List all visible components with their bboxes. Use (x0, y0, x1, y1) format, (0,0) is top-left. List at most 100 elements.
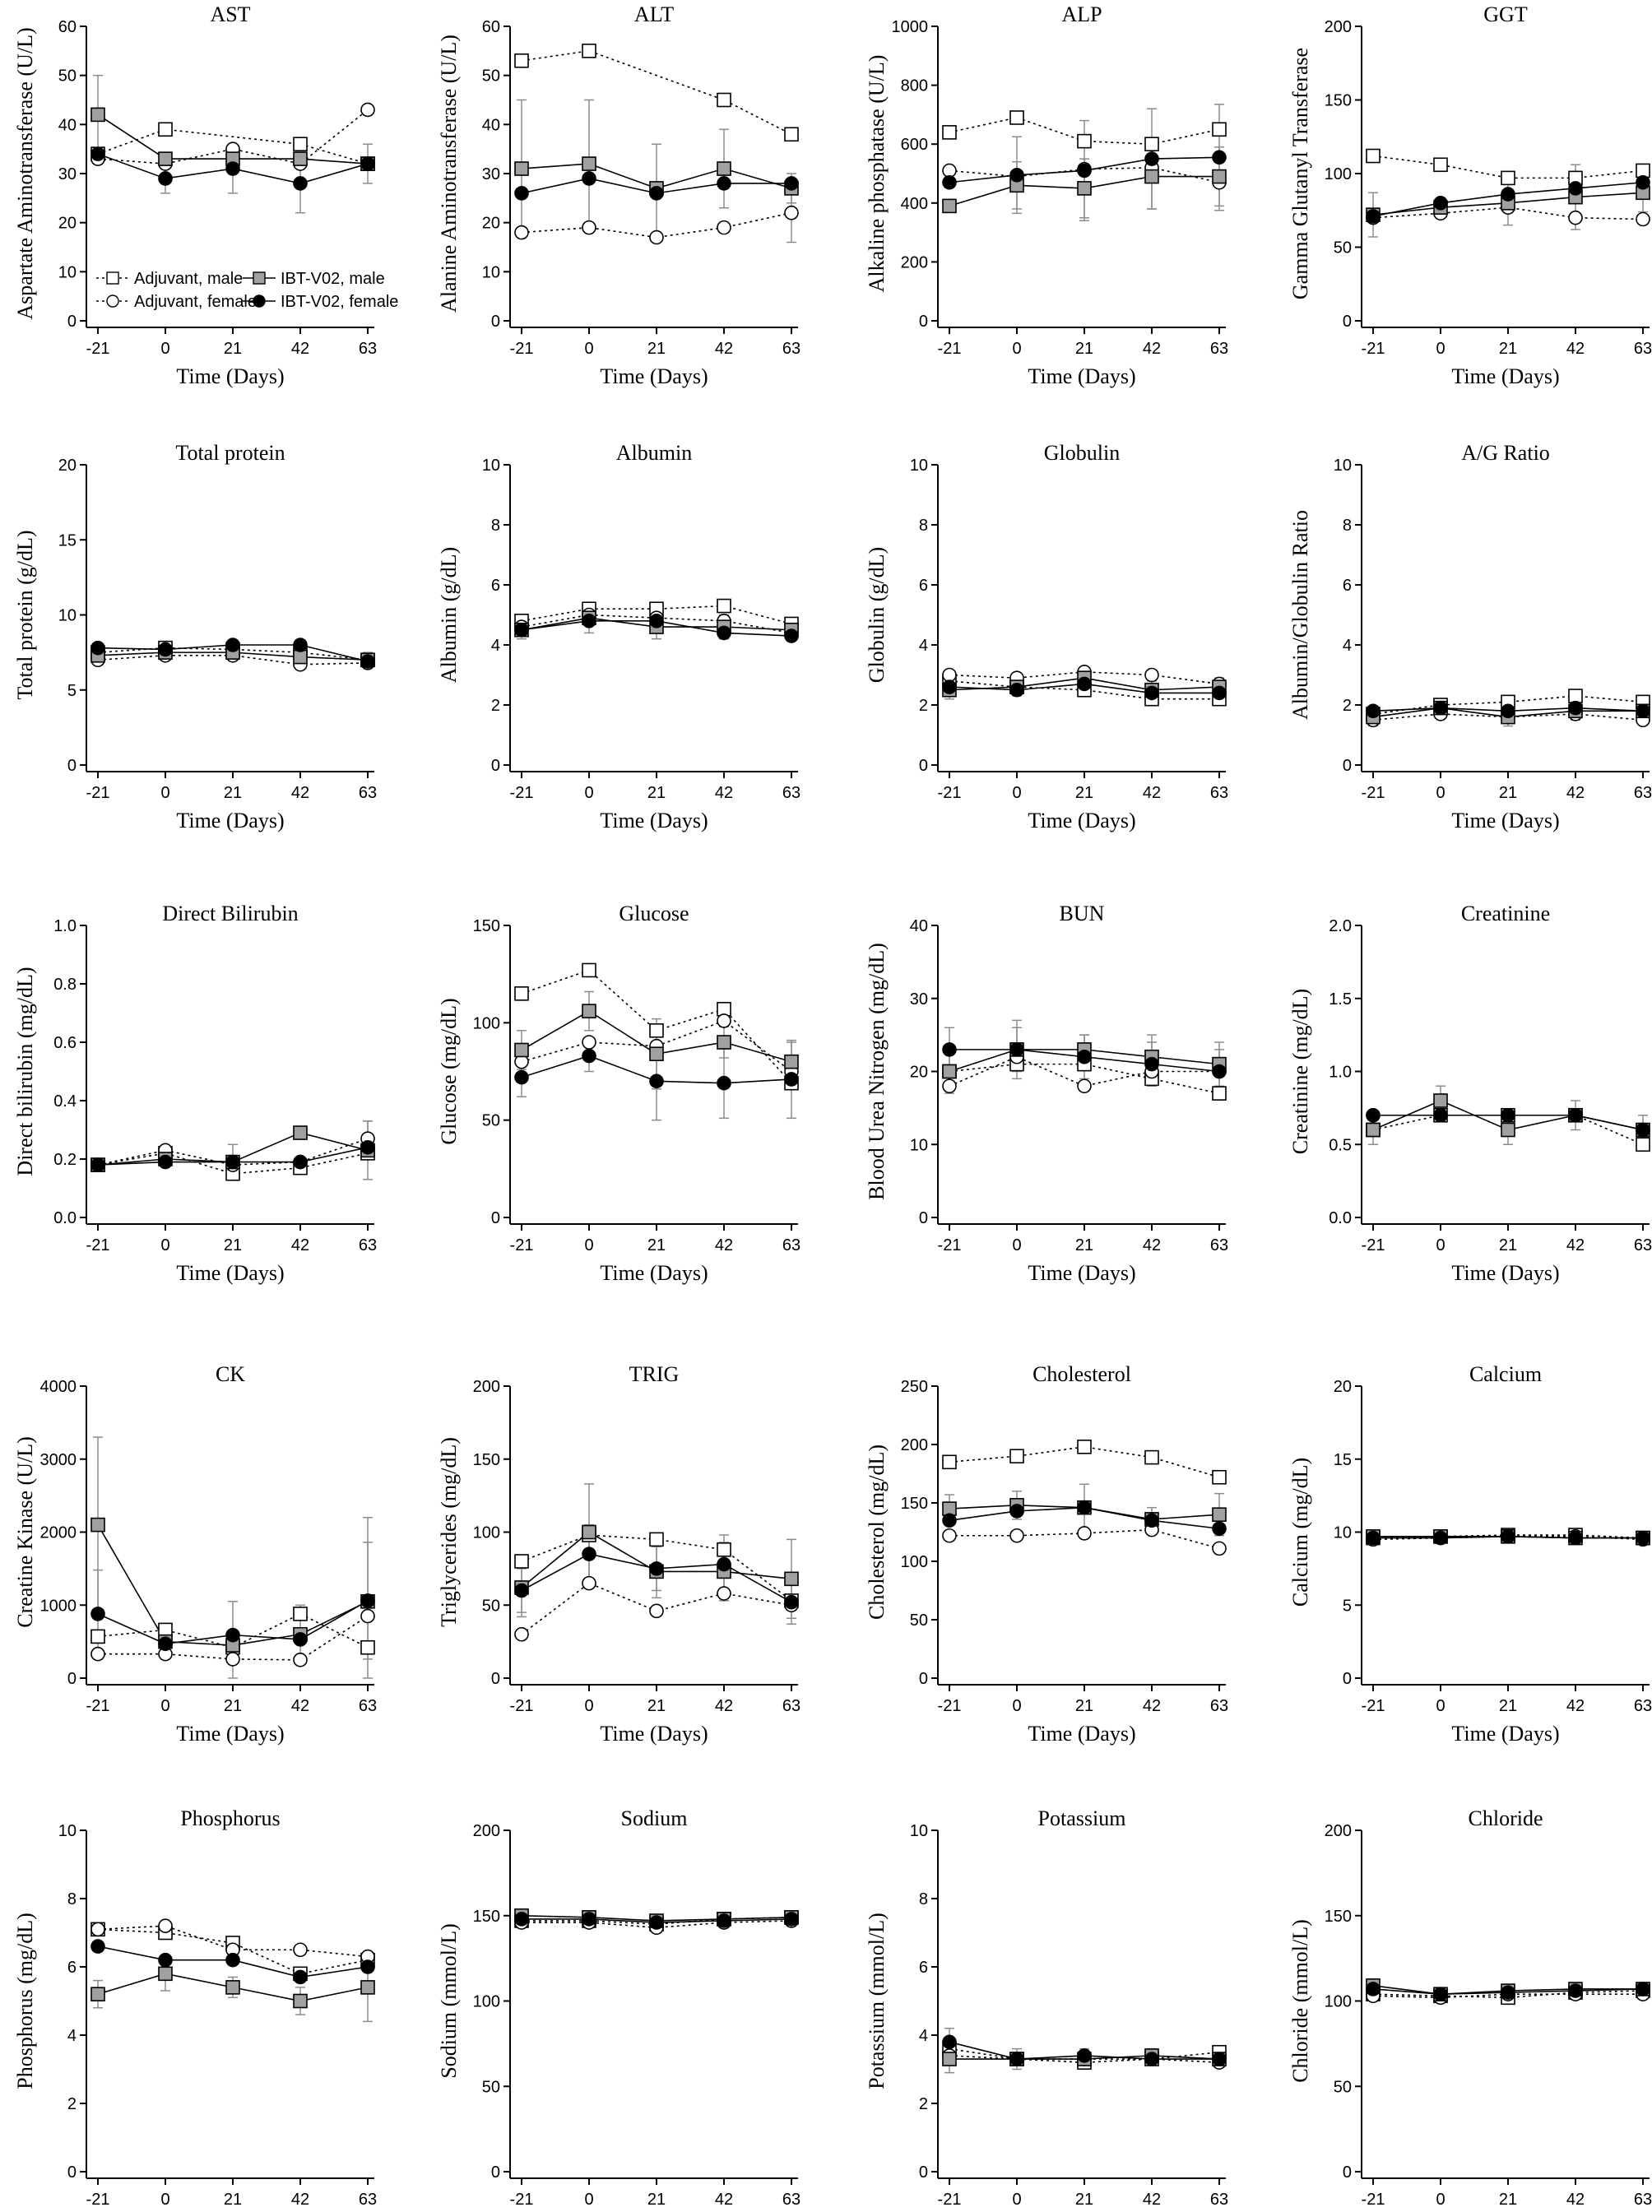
data-point-if (225, 1952, 240, 1968)
data-point-if (293, 1632, 308, 1647)
data-point-if (1212, 150, 1227, 165)
y-tick-label: 2 (919, 697, 928, 715)
data-point-if (1009, 2052, 1024, 2066)
y-tick-label: 3000 (40, 1451, 77, 1469)
data-point-if (1212, 685, 1227, 701)
panel-title: Calcium (1469, 1362, 1542, 1386)
x-tick-label: 63 (782, 784, 800, 802)
data-point-if (717, 1556, 731, 1572)
y-tick-label: 0 (491, 313, 500, 331)
x-tick-label: 21 (1499, 340, 1517, 358)
y-tick-label: 10 (910, 1822, 928, 1840)
series-line-af (949, 671, 1220, 685)
data-point-if (1144, 685, 1159, 701)
data-point-if (784, 628, 799, 643)
panel-title: Phosphorus (180, 1806, 280, 1830)
data-point-am (649, 1532, 664, 1547)
data-point-if (784, 1072, 799, 1087)
x-tick-label: 21 (647, 784, 666, 802)
x-tick-label: 42 (1143, 1697, 1161, 1715)
legend-marker-af (106, 294, 119, 308)
y-tick-label: 50 (58, 67, 77, 86)
data-point-af (717, 220, 731, 235)
data-point-im (293, 649, 308, 665)
y-tick-label: 40 (58, 116, 77, 134)
y-axis-label: Creatine Kinase (U/L) (13, 1436, 37, 1627)
data-point-if (1501, 1529, 1515, 1544)
x-tick-label: -21 (1362, 340, 1385, 358)
panel-title: Glucose (619, 902, 689, 925)
y-tick-label: 60 (58, 18, 77, 36)
data-point-if (90, 1939, 105, 1954)
series-line-am (521, 605, 792, 625)
data-point-if (1144, 151, 1159, 166)
y-tick-label: 10 (482, 457, 500, 475)
y-tick-label: 30 (58, 165, 77, 183)
y-tick-label: 8 (1343, 517, 1352, 535)
y-axis-label: Blood Urea Nitrogen (mg/dL) (865, 943, 889, 1200)
panel-title: Chloride (1469, 1806, 1543, 1830)
data-point-if (1009, 1504, 1024, 1519)
y-tick-label: 0 (67, 1670, 77, 1688)
x-tick-label: 21 (1499, 1236, 1517, 1254)
panel-title: AST (210, 2, 250, 26)
x-tick-label: 63 (1634, 340, 1652, 358)
x-tick-label: 42 (1566, 1236, 1585, 1254)
data-point-if (1077, 1049, 1092, 1064)
data-point-if (717, 1075, 731, 1091)
series-line-af (949, 1055, 1219, 1087)
data-point-im (90, 1987, 105, 2001)
x-tick-label: -21 (86, 2191, 110, 2209)
x-tick-label: 42 (715, 340, 733, 358)
x-tick-label: -21 (86, 1236, 110, 1254)
data-point-if (1501, 1107, 1515, 1123)
data-point-if (1433, 1987, 1448, 2001)
data-point-am (514, 986, 529, 1001)
x-tick-label: 0 (584, 1697, 593, 1715)
y-tick-label: 1000 (892, 18, 929, 36)
x-tick-label: 21 (1499, 784, 1517, 802)
data-point-am (158, 122, 173, 137)
x-tick-label: 0 (160, 1236, 169, 1254)
data-point-if (649, 1074, 664, 1089)
x-tick-label: 0 (1012, 784, 1021, 802)
x-axis-label: Time (Days) (176, 809, 284, 832)
x-tick-label: -21 (510, 784, 534, 802)
data-point-if (293, 1154, 308, 1170)
panel-total-protein: Total protein 0 5 10 15 20 -21 0 21 42 63 Time (Day… (13, 441, 377, 832)
data-point-af (293, 1653, 308, 1667)
y-tick-label: 15 (1334, 1451, 1352, 1469)
x-tick-label: 63 (1634, 1236, 1652, 1254)
x-tick-label: 63 (359, 784, 377, 802)
x-axis-label: Time (Days) (600, 1261, 708, 1285)
y-tick-label: 20 (58, 215, 77, 233)
data-point-im (942, 1064, 957, 1079)
legend-marker-if (253, 294, 266, 308)
data-point-af (293, 1942, 308, 1958)
y-tick-label: 0.2 (53, 1151, 77, 1169)
data-point-if (1636, 1530, 1650, 1546)
x-tick-label: 0 (1436, 784, 1445, 802)
y-tick-label: 10 (910, 457, 928, 475)
y-axis-label: Gamma Glutanyl Transferase (1288, 48, 1312, 299)
data-point-if (360, 654, 375, 669)
x-tick-label: 21 (1075, 340, 1093, 358)
panel-title: Cholesterol (1032, 1362, 1131, 1386)
data-point-im (1366, 1122, 1381, 1138)
x-tick-label: 0 (1012, 2191, 1021, 2209)
data-point-im (1077, 181, 1092, 196)
y-tick-label: 0 (919, 757, 928, 775)
x-tick-label: -21 (1362, 784, 1385, 802)
x-tick-label: 63 (359, 340, 377, 358)
series-line-af (949, 2055, 1220, 2063)
x-tick-label: 0 (584, 1236, 593, 1254)
data-point-af (649, 230, 664, 245)
series-line-af (521, 211, 792, 239)
x-tick-label: 63 (1634, 784, 1652, 802)
data-point-if (582, 613, 596, 628)
y-axis-label: Sodium (mmol/L) (437, 1923, 461, 2079)
data-point-af (649, 1603, 664, 1619)
data-point-am (582, 44, 596, 58)
y-tick-label: 10 (482, 263, 500, 281)
